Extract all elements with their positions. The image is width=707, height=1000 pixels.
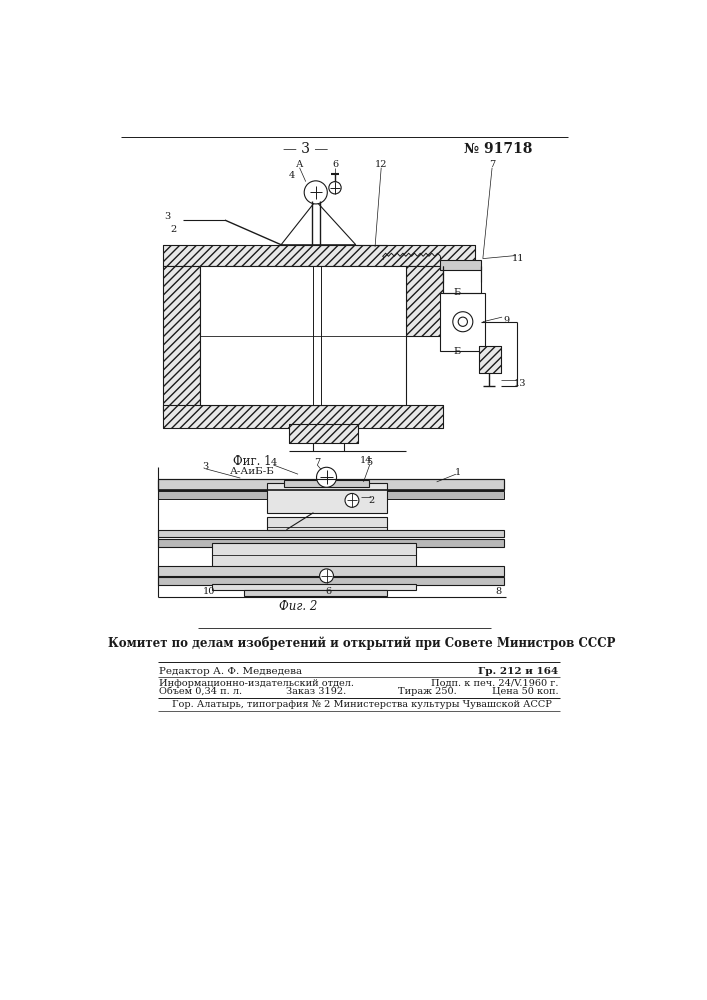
Text: 11: 11 [512,254,525,263]
Bar [288,424,358,443]
Text: 4: 4 [288,171,295,180]
Bar [158,577,504,585]
Text: 9: 9 [503,316,509,325]
Bar [163,245,475,266]
Circle shape [458,317,467,326]
Bar [212,543,416,567]
Bar [158,566,504,576]
Text: 14: 14 [360,456,372,465]
Text: 6: 6 [326,587,332,596]
Text: Гр. 212 и 164: Гр. 212 и 164 [478,667,559,676]
Text: № 91718: № 91718 [464,142,532,156]
Text: А-АиБ-Б: А-АиБ-Б [229,467,274,476]
Bar [158,491,504,499]
Text: Редактор А. Ф. Медведева: Редактор А. Ф. Медведева [160,667,303,676]
Text: 7: 7 [489,160,495,169]
Bar [440,293,485,351]
Bar [479,346,501,373]
Text: Б: Б [453,347,460,356]
Circle shape [452,312,473,332]
Text: Подп. к печ. 24/V.1960 г.: Подп. к печ. 24/V.1960 г. [431,679,559,688]
Text: Информационно-издательский отдел.: Информационно-издательский отдел. [160,679,354,688]
Circle shape [345,493,359,507]
Text: 13: 13 [513,379,526,388]
Text: А: А [296,160,303,169]
Text: Фиг. 1: Фиг. 1 [233,455,271,468]
Text: Гор. Алатырь, типография № 2 Министерства культуры Чувашской АССР: Гор. Алатырь, типография № 2 Министерств… [172,700,552,709]
Bar [158,479,504,490]
Text: 1: 1 [455,468,462,477]
Circle shape [329,182,341,194]
Bar [163,266,200,413]
Bar [163,405,443,428]
Text: Цена 50 коп.: Цена 50 коп. [491,687,559,696]
Bar [158,539,504,547]
Circle shape [304,181,327,204]
Text: 7: 7 [314,458,320,467]
Text: 8: 8 [495,587,501,596]
Bar [406,266,443,336]
Text: Объем 0,34 п. л.: Объем 0,34 п. л. [160,687,243,696]
Bar [158,530,504,537]
Bar [440,260,481,270]
Bar [200,266,406,405]
Text: 2: 2 [170,225,177,234]
Text: Заказ 3192.: Заказ 3192. [286,687,346,696]
Bar [479,346,501,373]
Text: 3: 3 [202,462,209,471]
Text: — 3 —: — 3 — [283,142,328,156]
Bar [267,483,387,513]
Bar [163,266,200,413]
Bar [406,266,443,336]
Circle shape [320,569,334,583]
Text: Б: Б [453,288,460,297]
Circle shape [317,467,337,487]
Text: 10: 10 [204,587,216,596]
Bar [288,424,358,443]
Bar [163,245,475,266]
Text: Комитет по делам изобретений и открытий при Совете Министров СССР: Комитет по делам изобретений и открытий … [108,637,616,650]
Text: 4: 4 [270,458,276,467]
Text: Тираж 250.: Тираж 250. [398,687,457,696]
Text: 5: 5 [367,458,373,467]
Text: 2: 2 [368,496,374,505]
Text: 6: 6 [332,160,338,169]
Bar [267,517,387,536]
Bar [163,405,443,428]
Text: 12: 12 [375,160,387,169]
Bar [244,590,387,596]
Text: Фиг. 2: Фиг. 2 [279,600,317,613]
Text: 3: 3 [164,212,170,221]
Bar [212,584,416,590]
Polygon shape [281,201,356,245]
Bar [284,480,369,487]
